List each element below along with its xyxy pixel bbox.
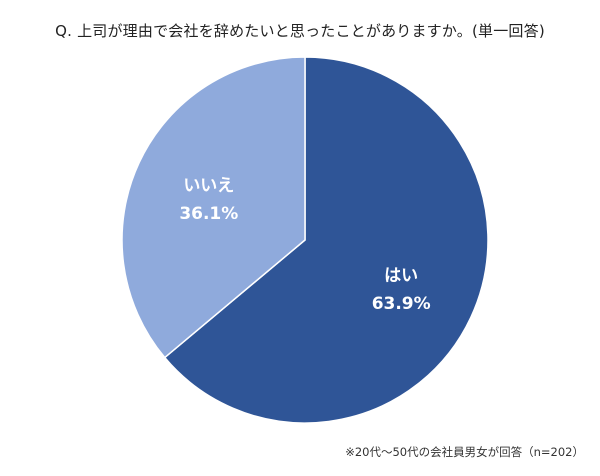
pie-slice-0 [163, 56, 489, 424]
pie-labels: はい 63.9% いいえ 36.1% [179, 176, 430, 314]
pie-slices [121, 56, 489, 424]
pie-slice-1 [121, 56, 306, 359]
slice-label-0: はい [384, 266, 418, 286]
slice-value-0: 63.9% [372, 294, 431, 314]
footnote: ※20代～50代の会社員男女が回答（n=202） [345, 445, 584, 459]
slice-label-1: いいえ [183, 176, 234, 196]
slice-value-1: 36.1% [179, 204, 238, 224]
chart-title: Q. 上司が理由で会社を辞めたいと思ったことがありますか。(単一回答) [55, 22, 545, 40]
